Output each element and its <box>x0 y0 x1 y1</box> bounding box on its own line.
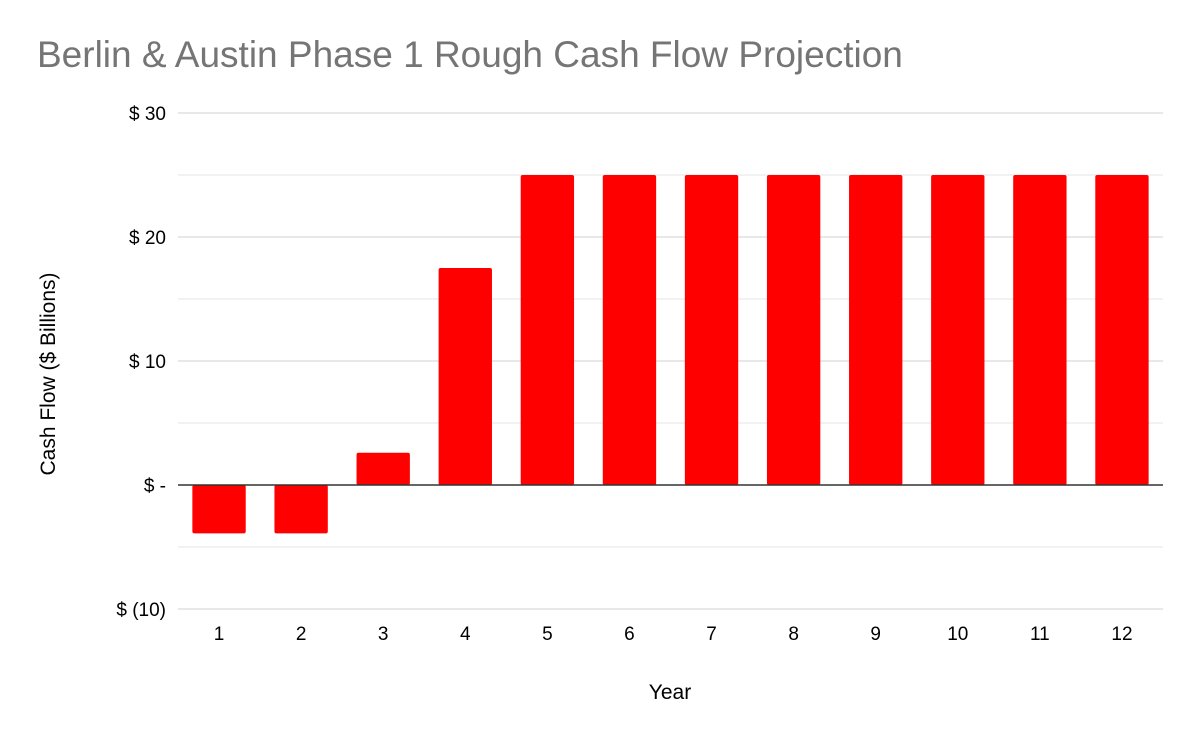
x-axis-ticks: 1 2 3 4 5 6 7 8 9 10 11 12 <box>214 624 1133 645</box>
bar-year-8 <box>766 175 821 485</box>
bar-year-7 <box>684 175 739 485</box>
x-tick-label: 1 <box>214 624 225 645</box>
bar-year-5 <box>520 175 575 485</box>
y-axis-label: Cash Flow ($ Billions) <box>37 272 60 475</box>
bar-year-4 <box>438 268 492 485</box>
bar-year-11 <box>1013 175 1067 485</box>
y-axis-ticks: $ 30 $ 20 $ 10 $ - $ (10) <box>116 104 166 621</box>
x-tick-label: 9 <box>870 624 881 645</box>
y-tick-label: $ 10 <box>129 352 166 373</box>
bar-year-1 <box>192 485 246 534</box>
bar-year-2 <box>274 485 328 534</box>
x-tick-label: 5 <box>542 624 553 645</box>
bar-year-12 <box>1095 175 1149 485</box>
y-tick-label: $ 30 <box>129 104 166 125</box>
bar-year-9 <box>849 175 903 485</box>
x-axis-label: Year <box>649 681 691 704</box>
gridlines <box>178 112 1163 610</box>
x-tick-label: 6 <box>624 624 635 645</box>
x-tick-label: 4 <box>460 624 471 645</box>
bar-year-3 <box>356 452 410 485</box>
bar-year-10 <box>931 175 985 485</box>
x-tick-label: 11 <box>1030 624 1050 645</box>
x-tick-label: 3 <box>378 624 389 645</box>
y-tick-label: $ - <box>144 476 166 497</box>
y-tick-label: $ 20 <box>129 228 166 249</box>
bars <box>192 175 1149 534</box>
chart-title: Berlin & Austin Phase 1 Rough Cash Flow … <box>37 34 903 75</box>
y-tick-label: $ (10) <box>116 600 166 621</box>
x-tick-label: 12 <box>1111 624 1132 645</box>
x-tick-label: 10 <box>947 624 968 645</box>
x-tick-label: 2 <box>296 624 307 645</box>
x-tick-label: 7 <box>706 624 717 645</box>
x-tick-label: 8 <box>788 624 799 645</box>
bar-year-6 <box>602 175 657 485</box>
